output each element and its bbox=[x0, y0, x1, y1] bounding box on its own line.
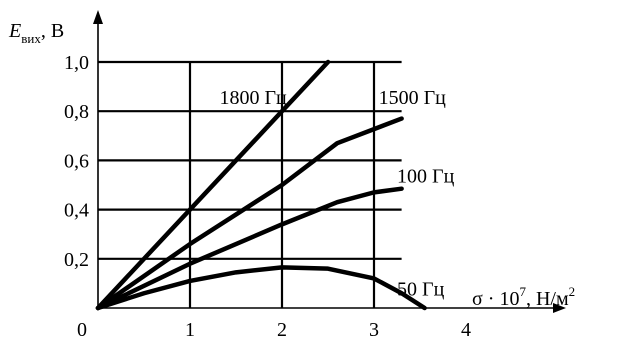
series-line-1 bbox=[95, 59, 331, 311]
x-tick-label-1: 1 bbox=[185, 319, 195, 341]
x-axis-prefix: σ · 10 bbox=[472, 288, 519, 310]
x-axis-unit-exponent: 2 bbox=[569, 284, 576, 299]
y-axis-arrow bbox=[93, 10, 103, 24]
y-axis-unit: , В bbox=[41, 20, 64, 42]
y-axis-symbol: E bbox=[8, 20, 21, 42]
y-axis-label: Eвих, В bbox=[8, 20, 64, 46]
x-tick-label-2: 2 bbox=[277, 319, 287, 341]
series-label-1: 1800 Гц bbox=[219, 87, 287, 109]
y-tick-label-3: 0,6 bbox=[64, 150, 89, 172]
y-tick-label-1: 0,2 bbox=[64, 249, 89, 271]
x-axis-label: σ · 107, Н/м2 bbox=[472, 284, 575, 310]
series-line-3 bbox=[95, 186, 404, 311]
y-tick-label-2: 0,4 bbox=[64, 200, 89, 222]
series-label-2: 1500 Гц bbox=[379, 87, 447, 109]
x-tick-label-4: 4 bbox=[461, 319, 471, 341]
series-label-4: 50 Гц bbox=[397, 279, 445, 301]
series-line-4 bbox=[95, 265, 427, 311]
tick-labels: 0 1 2 3 4 0,2 0,4 0,6 0,8 1,0 bbox=[64, 52, 471, 341]
axes bbox=[93, 10, 566, 313]
x-axis-exponent: 7 bbox=[519, 284, 526, 299]
curves bbox=[95, 59, 427, 311]
series-line-2 bbox=[95, 116, 404, 311]
y-axis-subscript: вих bbox=[21, 31, 41, 46]
y-tick-label-4: 0,8 bbox=[64, 101, 89, 123]
series-label-3: 100 Гц bbox=[397, 166, 455, 188]
x-axis-arrow bbox=[553, 303, 566, 313]
x-axis-unit: , Н/м bbox=[526, 288, 569, 310]
x-tick-label-3: 3 bbox=[369, 319, 379, 341]
y-tick-label-5: 1,0 bbox=[64, 52, 89, 74]
series-labels: 1800 Гц 1500 Гц 100 Гц 50 Гц bbox=[219, 87, 454, 301]
x-tick-label-0: 0 bbox=[77, 319, 87, 341]
